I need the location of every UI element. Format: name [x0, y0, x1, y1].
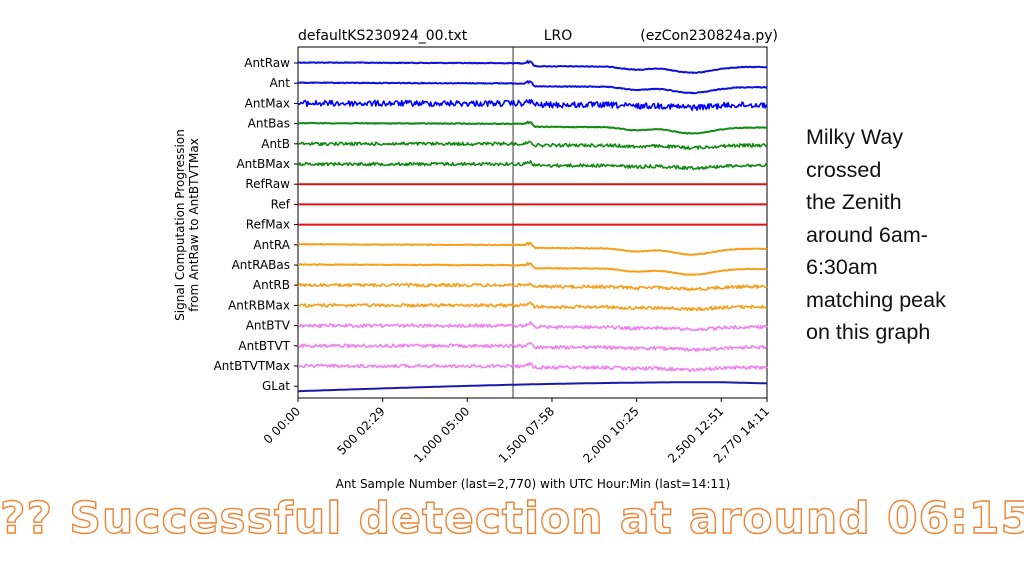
x-tick-label: 500 02:29	[335, 404, 388, 457]
x-tick-label: 2,000 10:25	[580, 404, 641, 465]
series-line-antbtvt	[297, 341, 768, 352]
series-line-antbtv	[297, 320, 768, 332]
y-tick-label: AntBMax	[236, 157, 290, 171]
series-line-antraw	[297, 60, 768, 75]
headline-title: ?? Successful detection at around 06:15	[0, 492, 1024, 544]
y-tick-label: RefMax	[246, 218, 290, 232]
x-tick-label: 0 00:00	[261, 404, 303, 446]
x-tick-label: 1,500 07:58	[496, 404, 557, 465]
x-axis-label: Ant Sample Number (last=2,770) with UTC …	[336, 477, 731, 491]
chart-title-center: LRO	[544, 28, 573, 44]
y-axis-label-line1: Signal Computation Progression	[173, 129, 187, 321]
signal-chart: AntRaw Ant AntMax AntBas AntB AntBMax RefRaw Re…	[173, 28, 778, 491]
y-tick-label: AntRA	[253, 238, 290, 252]
y-tick-label: AntBTV	[246, 319, 291, 333]
series-line-antbmax	[297, 160, 768, 171]
series-line-antra	[297, 241, 768, 256]
y-tick-label: AntRABas	[232, 258, 290, 272]
y-tick-label: AntBTVT	[238, 339, 290, 353]
chart-title-left: defaultKS230924_00.txt	[298, 28, 468, 44]
series-line-antmax	[297, 99, 768, 111]
annotation-line: the Zenith	[806, 190, 902, 214]
annotation-line: Milky Way	[806, 125, 904, 149]
y-axis-label-line2: from AntRaw to AntBTVTMax	[187, 138, 201, 312]
annotation-line: on this graph	[806, 320, 931, 344]
y-tick-label: AntB	[261, 137, 290, 151]
annotation-text: Milky Way crossed the Zenith around 6am-…	[806, 121, 1006, 349]
x-tick-label: 1,000 05:00	[411, 404, 472, 465]
series-line-antrbmax	[297, 301, 768, 312]
series-line-antbas	[297, 120, 768, 135]
annotation-line: around 6am-	[806, 222, 928, 247]
series-line-antrabas	[297, 261, 768, 276]
y-tick-label: Ant	[269, 76, 290, 90]
y-tick-label: AntBas	[248, 117, 290, 131]
chart-title-right: (ezCon230824a.py)	[640, 28, 778, 44]
annotation-line: crossed	[806, 157, 882, 182]
series-line-ant	[297, 80, 768, 95]
plot-frame	[297, 46, 768, 399]
y-tick-label: AntMax	[245, 96, 290, 110]
y-tick-label: AntRaw	[244, 56, 290, 70]
series-line-antbtvtmax	[297, 362, 768, 373]
y-tick-label: AntRB	[253, 278, 290, 292]
annotation-line: 6:30am	[806, 255, 878, 279]
y-tick-label: RefRaw	[245, 177, 290, 191]
y-tick-label: Ref	[271, 197, 291, 211]
series-line-glat	[298, 381, 767, 393]
y-tick-label: AntRBMax	[228, 298, 290, 312]
annotation-line: matching peak	[806, 287, 946, 312]
y-tick-label: AntBTVTMax	[214, 359, 290, 373]
y-tick-label: GLat	[262, 379, 290, 393]
series-line-antb	[297, 140, 768, 150]
series-line-antrb	[297, 282, 768, 292]
plot-area: AntRaw Ant AntMax AntBas AntB AntBMax RefRaw Re…	[214, 46, 772, 466]
